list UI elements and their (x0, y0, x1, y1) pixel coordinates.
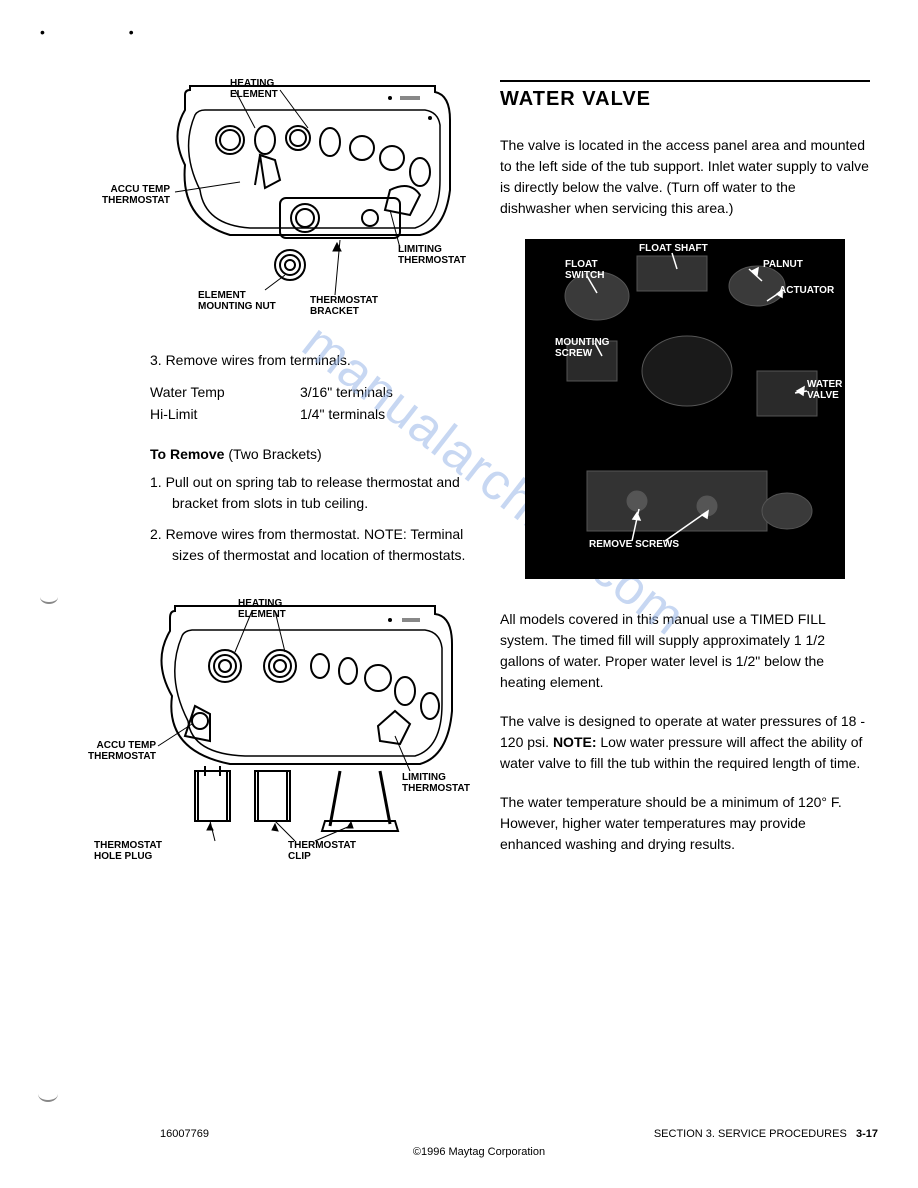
water-valve-photo: FLOATSWITCH FLOAT SHAFT PALNUT ACTUATOR … (525, 239, 845, 579)
label-accu-temp: ACCU TEMPTHERMOSTAT (90, 184, 170, 206)
left-column: HEATINGELEMENT ACCU TEMPTHERMOSTAT LIMIT… (80, 80, 470, 896)
label-water-valve: WATERVALVE (807, 379, 842, 401)
scan-artifact-curve-2 (38, 1086, 58, 1102)
terminal-label: Water Temp (150, 381, 300, 403)
scan-artifact-curve (40, 590, 58, 604)
label-palnut: PALNUT (763, 259, 803, 270)
thermostat-diagram-top: HEATINGELEMENT ACCU TEMPTHERMOSTAT LIMIT… (80, 80, 470, 330)
label-float-switch: FLOATSWITCH (565, 259, 604, 281)
right-column: WATER VALVE The valve is located in the … (500, 80, 870, 896)
terminal-size-table: Water Temp 3/16" terminals Hi-Limit 1/4"… (150, 381, 470, 426)
bracket-step-1: 1. Pull out on spring tab to release the… (150, 472, 470, 514)
thermostat-diagram-bottom: HEATINGELEMENT ACCU TEMPTHERMOSTAT LIMIT… (80, 596, 470, 876)
copyright-text: ©1996 Maytag Corporation (80, 1146, 878, 1158)
water-valve-para3: The valve is designed to operate at wate… (500, 711, 870, 774)
water-valve-para2: All models covered in this manual use a … (500, 609, 870, 693)
label-remove-screws: REMOVE SCREWS (589, 539, 679, 550)
section-text: SECTION 3. SERVICE PROCEDURES (654, 1128, 847, 1140)
table-row: Water Temp 3/16" terminals (150, 381, 470, 403)
label-thermostat-clip: THERMOSTATCLIP (288, 840, 356, 862)
terminal-value: 1/4" terminals (300, 403, 470, 425)
label-actuator: ACTUATOR (779, 285, 834, 296)
label-limiting-thermostat-2: LIMITINGTHERMOSTAT (402, 772, 470, 794)
bracket-step-2: 2. Remove wires from thermostat. NOTE: T… (150, 524, 470, 566)
water-valve-para4: The water temperature should be a minimu… (500, 792, 870, 855)
to-remove-rest: (Two Brackets) (224, 446, 321, 462)
page-body: HEATINGELEMENT ACCU TEMPTHERMOSTAT LIMIT… (80, 80, 878, 896)
label-element-mounting-nut: ELEMENTMOUNTING NUT (198, 290, 276, 312)
document-number: 16007769 (160, 1128, 209, 1140)
label-heating-element: HEATINGELEMENT (230, 78, 278, 100)
terminal-value: 3/16" terminals (300, 381, 470, 403)
label-heating-element-2: HEATINGELEMENT (238, 598, 286, 620)
step-3-text: 3. Remove wires from terminals. (150, 350, 470, 371)
para3-note: NOTE: (553, 734, 597, 750)
water-valve-para1: The valve is located in the access panel… (500, 135, 870, 219)
section-reference: SECTION 3. SERVICE PROCEDURES 3-17 (654, 1128, 878, 1140)
label-accu-temp-2: ACCU TEMPTHERMOSTAT (84, 740, 156, 762)
label-thermostat-hole-plug: THERMOSTATHOLE PLUG (94, 840, 162, 862)
label-float-shaft: FLOAT SHAFT (639, 243, 708, 254)
terminal-label: Hi-Limit (150, 403, 300, 425)
to-remove-bold: To Remove (150, 446, 224, 462)
label-mounting-screw: MOUNTINGSCREW (555, 337, 609, 359)
label-limiting-thermostat: LIMITINGTHERMOSTAT (398, 244, 466, 266)
to-remove-heading: To Remove (Two Brackets) (150, 446, 470, 462)
page-number: 3-17 (856, 1128, 878, 1140)
table-row: Hi-Limit 1/4" terminals (150, 403, 470, 425)
scan-artifact-dots: • • (40, 24, 174, 40)
label-thermostat-bracket: THERMOSTATBRACKET (310, 295, 378, 317)
water-valve-title: WATER VALVE (500, 80, 870, 111)
